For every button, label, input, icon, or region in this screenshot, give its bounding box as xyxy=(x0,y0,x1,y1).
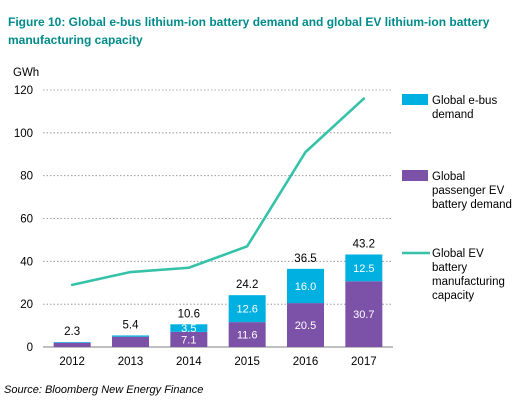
bar-label-passenger-2017: 30.7 xyxy=(353,309,374,321)
legend-swatch-passenger xyxy=(402,170,428,181)
y-tick-120: 120 xyxy=(14,85,33,97)
legend-label-passenger: Global xyxy=(432,171,465,183)
capacity-line xyxy=(70,97,366,287)
bar-total-2013: 5.4 xyxy=(123,319,140,331)
x-tick-2014: 2014 xyxy=(176,356,202,368)
bar-passenger-2017 xyxy=(345,281,383,347)
bar-total-2012: 2.3 xyxy=(64,326,80,338)
bar-total-2015: 24.2 xyxy=(236,279,258,291)
y-tick-40: 40 xyxy=(20,256,33,268)
bar-label-passenger-2014: 7.1 xyxy=(181,334,196,346)
legend-label-passenger: passenger EV xyxy=(432,185,505,197)
bar-label-passenger-2015: 11.6 xyxy=(237,330,258,342)
bar-label-ebus-2015: 12.6 xyxy=(236,304,257,316)
bar-label-passenger-2016: 20.5 xyxy=(295,320,316,332)
legend-label-ebus: demand xyxy=(432,109,474,121)
legend-swatch-ebus xyxy=(402,94,428,105)
bar-ebus-2016 xyxy=(287,268,324,304)
y-tick-20: 20 xyxy=(20,299,33,311)
x-tick-2016: 2016 xyxy=(293,356,319,368)
bar-total-2017: 43.2 xyxy=(353,238,375,250)
chart-title-line-2: manufacturing capacity xyxy=(8,33,143,47)
legend-label-capacity: battery xyxy=(432,262,467,274)
source-note: Source: Bloomberg New Energy Finance xyxy=(4,384,203,396)
legend-label-capacity: manufacturing xyxy=(432,276,505,288)
legend-label-passenger: battery demand xyxy=(432,199,512,211)
legend-label-capacity: Global EV xyxy=(432,248,484,260)
y-tick-80: 80 xyxy=(20,171,33,183)
y-axis-unit: GWh xyxy=(13,67,39,79)
x-tick-2015: 2015 xyxy=(234,356,260,368)
bar-passenger-2015 xyxy=(228,322,266,347)
bar-ebus-2017 xyxy=(345,254,383,282)
bar-ebus-2014 xyxy=(170,324,208,332)
y-tick-0: 0 xyxy=(27,342,33,354)
bar-ebus-2012 xyxy=(53,342,91,343)
bar-label-ebus-2017: 12.5 xyxy=(353,263,374,275)
bar-label-ebus-2014: 3.5 xyxy=(181,323,196,335)
bar-passenger-2013 xyxy=(112,336,149,347)
y-tick-60: 60 xyxy=(20,214,33,226)
legend-label-ebus: Global e-bus xyxy=(432,95,497,107)
x-tick-2017: 2017 xyxy=(351,356,377,368)
bar-total-2014: 10.6 xyxy=(178,308,200,320)
bar-passenger-2014 xyxy=(170,331,208,347)
bar-passenger-2012 xyxy=(53,342,91,347)
x-tick-2013: 2013 xyxy=(118,356,144,368)
bar-ebus-2013 xyxy=(112,335,149,337)
bar-ebus-2015 xyxy=(228,295,266,323)
bar-label-ebus-2016: 16.0 xyxy=(295,281,316,293)
x-tick-2012: 2012 xyxy=(59,356,85,368)
chart-title-line-1: Figure 10: Global e-bus lithium-ion batt… xyxy=(8,15,490,29)
y-tick-100: 100 xyxy=(14,128,33,140)
bar-total-2016: 36.5 xyxy=(294,253,316,265)
bar-passenger-2016 xyxy=(287,303,324,347)
legend-label-capacity: capacity xyxy=(432,290,474,302)
